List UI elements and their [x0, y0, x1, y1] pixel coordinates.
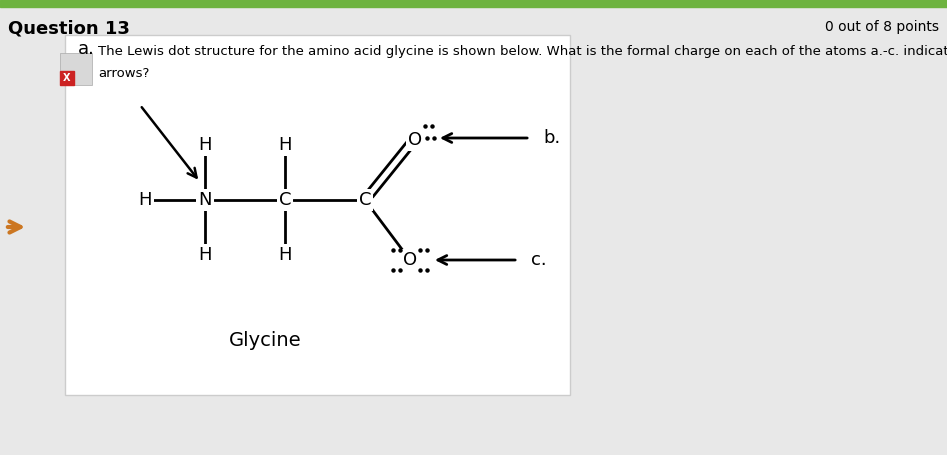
Text: H: H [198, 246, 212, 264]
Text: The Lewis dot structure for the amino acid glycine is shown below. What is the f: The Lewis dot structure for the amino ac… [98, 45, 947, 58]
Text: H: H [278, 246, 292, 264]
Bar [60, 71, 74, 85]
Text: a.: a. [78, 40, 95, 58]
Text: b.: b. [543, 129, 561, 147]
Text: Question 13: Question 13 [8, 20, 130, 38]
Bar [0, 0, 947, 7]
Text: Glycine: Glycine [228, 331, 301, 350]
Text: 0 out of 8 points: 0 out of 8 points [825, 20, 939, 34]
Text: O: O [408, 131, 422, 149]
Text: c.: c. [531, 251, 546, 269]
Bar [60, 53, 92, 85]
Text: arrows?: arrows? [98, 67, 150, 80]
Text: H: H [198, 136, 212, 154]
Text: C: C [359, 191, 371, 209]
Text: H: H [138, 191, 152, 209]
Bar [65, 35, 570, 395]
Text: O: O [402, 251, 417, 269]
Text: H: H [278, 136, 292, 154]
Text: X: X [63, 73, 71, 83]
Text: C: C [278, 191, 292, 209]
Text: N: N [198, 191, 212, 209]
